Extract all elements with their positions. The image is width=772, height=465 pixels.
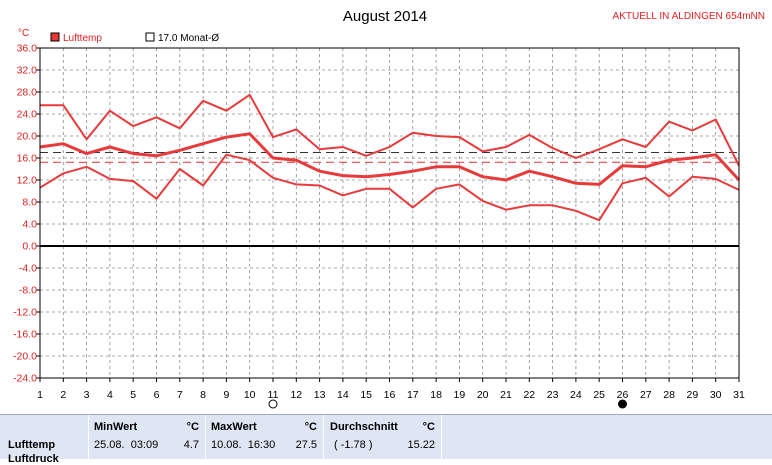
x-tick-label: 16 xyxy=(384,389,396,401)
y-tick-label: 4.0 xyxy=(22,219,37,231)
y-tick-label: 8.0 xyxy=(22,197,37,209)
y-tick-label: -12.0 xyxy=(13,307,37,319)
x-tick-label: 1 xyxy=(37,389,43,401)
y-tick-label: 20.0 xyxy=(17,131,38,143)
moon-phases xyxy=(268,399,627,409)
x-tick-label: 28 xyxy=(663,389,675,401)
y-tick-label: -24.0 xyxy=(13,373,37,385)
y-tick-labels: 36.0 32.0 28.0 24.0 20.0 16.0 12.0 8.0 4.0 0.0 -4.… xyxy=(13,43,37,385)
x-tick-label: 30 xyxy=(710,389,722,401)
legend-avg-swatch xyxy=(145,32,155,42)
chart-title: August 2014 xyxy=(343,8,427,25)
x-tick-label: 29 xyxy=(687,389,699,401)
x-tick-label: 11 xyxy=(268,389,279,401)
y-unit-label: °C xyxy=(18,28,29,39)
x-tick-label: 18 xyxy=(430,389,442,401)
series-line-mittel xyxy=(39,132,741,186)
x-tick-label: 10 xyxy=(244,389,256,401)
x-tick-label: 6 xyxy=(154,389,160,401)
y-tick-label: 28.0 xyxy=(17,87,38,99)
y-tick-label: 36.0 xyxy=(17,43,38,55)
avg-unit: °C xyxy=(422,421,435,433)
avg-header: Durchschnitt xyxy=(330,421,398,433)
x-tick-label: 17 xyxy=(407,389,419,401)
x-tick-label: 25 xyxy=(593,389,605,401)
x-tick-label: 20 xyxy=(477,389,489,401)
x-tick-label: 23 xyxy=(547,389,559,401)
x-tick-label: 9 xyxy=(223,389,229,401)
series-line-max xyxy=(40,93,740,167)
grid xyxy=(36,47,740,382)
series-lines xyxy=(39,93,741,222)
stats-label-cell: Lufttemp Luftdruck xyxy=(0,415,89,465)
y-tick-label: 0.0 xyxy=(22,241,37,253)
max-value: 27.5 xyxy=(295,439,317,451)
stats-panel: Lufttemp Luftdruck MinWert °C 25.08. 03:… xyxy=(0,414,772,465)
x-tick-label: 13 xyxy=(314,389,326,401)
plot-frame xyxy=(39,47,740,379)
x-tick-label: 15 xyxy=(360,389,372,401)
min-value: 4.7 xyxy=(183,439,199,451)
min-unit: °C xyxy=(186,421,199,433)
avg-value: 15.22 xyxy=(407,439,435,451)
stats-avg-cell: Durchschnitt °C ( -1.78 ) 15.22 xyxy=(324,415,442,459)
y-tick-label: 16.0 xyxy=(17,153,38,165)
x-tick-label: 3 xyxy=(84,389,90,401)
x-tick-label: 26 xyxy=(617,389,629,401)
x-tick-label: 8 xyxy=(200,389,206,401)
x-tick-label: 24 xyxy=(570,389,582,401)
y-tick-label: 32.0 xyxy=(17,65,38,77)
full-moon-icon xyxy=(268,399,278,409)
y-tick-label: 24.0 xyxy=(17,109,38,121)
legend-series-label: Lufttemp xyxy=(63,33,102,44)
min-header: MinWert xyxy=(94,421,138,433)
x-tick-label: 31 xyxy=(733,389,745,401)
max-unit: °C xyxy=(304,421,317,433)
temperature-chart: August 2014 AKTUELL IN ALDINGEN 654mNN °… xyxy=(13,8,765,409)
min-datetime: 25.08. 03:09 xyxy=(94,439,159,451)
x-tick-label: 4 xyxy=(107,389,113,401)
avg-delta: ( -1.78 ) xyxy=(334,439,373,451)
x-tick-labels: 1 2 3 4 5 6 7 8 9 10 11 12 13 14 15 16 17 18 19 20 21 22 23 24 2… xyxy=(37,389,745,401)
y-tick-label: -8.0 xyxy=(19,285,37,297)
stats-max-cell: MaxWert °C 10.08. 16:30 27.5 xyxy=(206,415,324,459)
x-tick-label: 22 xyxy=(523,389,535,401)
stats-min-cell: MinWert °C 25.08. 03:09 4.7 xyxy=(89,415,206,459)
x-tick-label: 2 xyxy=(60,389,66,401)
x-tick-label: 12 xyxy=(290,389,302,401)
y-tick-label: -4.0 xyxy=(19,263,37,275)
y-tick-label: -16.0 xyxy=(13,329,37,341)
legend-avg-label: 17.0 Monat-Ø xyxy=(158,33,219,44)
station-label: AKTUELL IN ALDINGEN 654mNN xyxy=(613,11,765,22)
x-tick-label: 5 xyxy=(130,389,136,401)
x-tick-label: 27 xyxy=(640,389,652,401)
stats-row-label: Lufttemp xyxy=(8,439,56,451)
max-datetime: 10.08. 16:30 xyxy=(211,439,276,451)
new-moon-icon xyxy=(618,399,627,409)
max-header: MaxWert xyxy=(211,421,257,433)
y-tick-label: -20.0 xyxy=(13,351,37,363)
x-tick-label: 14 xyxy=(337,389,349,401)
x-tick-label: 7 xyxy=(177,389,183,401)
stats-row-label-2: Luftdruck xyxy=(8,453,59,465)
x-tick-label: 21 xyxy=(500,389,512,401)
x-tick-label: 19 xyxy=(454,389,466,401)
legend-series-swatch xyxy=(50,32,60,42)
y-tick-label: 12.0 xyxy=(17,175,38,187)
series-line-min xyxy=(39,153,740,222)
